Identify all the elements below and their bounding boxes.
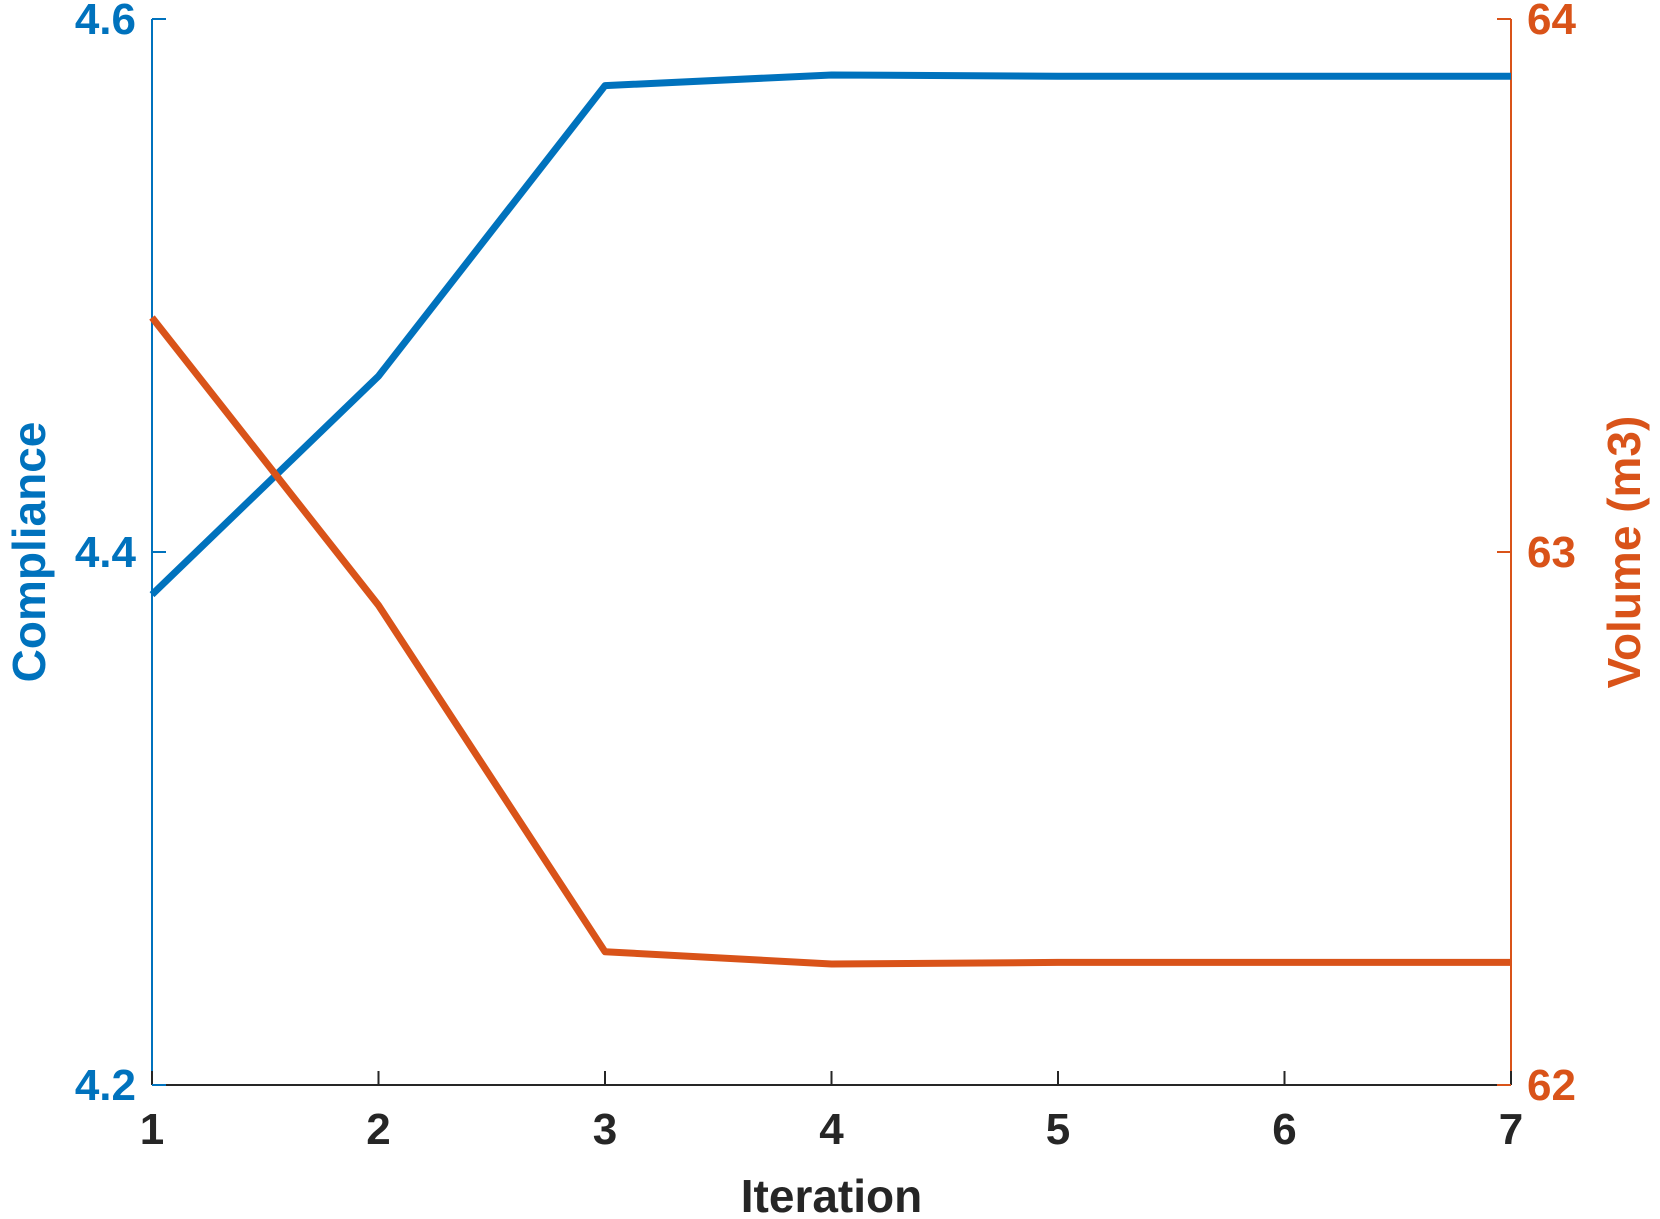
right-y-axis-ticks: 62 63 64 xyxy=(1497,0,1576,1110)
x-tick-label: 7 xyxy=(1499,1105,1523,1154)
x-tick-label: 5 xyxy=(1046,1105,1070,1154)
x-tick-label: 3 xyxy=(593,1105,617,1154)
x-tick-label: 6 xyxy=(1272,1105,1296,1154)
right-y-tick-label: 63 xyxy=(1527,528,1576,577)
right-y-tick-label: 62 xyxy=(1527,1061,1576,1110)
series-layer xyxy=(149,71,1511,968)
x-tick-label: 4 xyxy=(819,1105,844,1154)
x-axis-ticks: 1 2 3 4 5 6 7 xyxy=(140,1071,1523,1154)
plot-frame xyxy=(151,19,1512,1086)
left-y-tick-label: 4.2 xyxy=(75,1061,136,1110)
volume-series-line xyxy=(149,315,1511,968)
x-axis-label: Iteration xyxy=(741,1170,922,1219)
right-y-axis-label: Volume (m3) xyxy=(1598,416,1650,689)
left-y-axis-ticks: 4.2 4.4 4.6 xyxy=(75,0,166,1110)
left-y-axis-label: Compliance xyxy=(3,422,55,683)
compliance-series-line xyxy=(149,71,1511,598)
left-y-tick-label: 4.4 xyxy=(75,528,137,577)
left-y-tick-label: 4.6 xyxy=(75,0,136,44)
x-tick-label: 1 xyxy=(140,1105,164,1154)
x-tick-label: 2 xyxy=(366,1105,390,1154)
right-y-tick-label: 64 xyxy=(1527,0,1576,44)
